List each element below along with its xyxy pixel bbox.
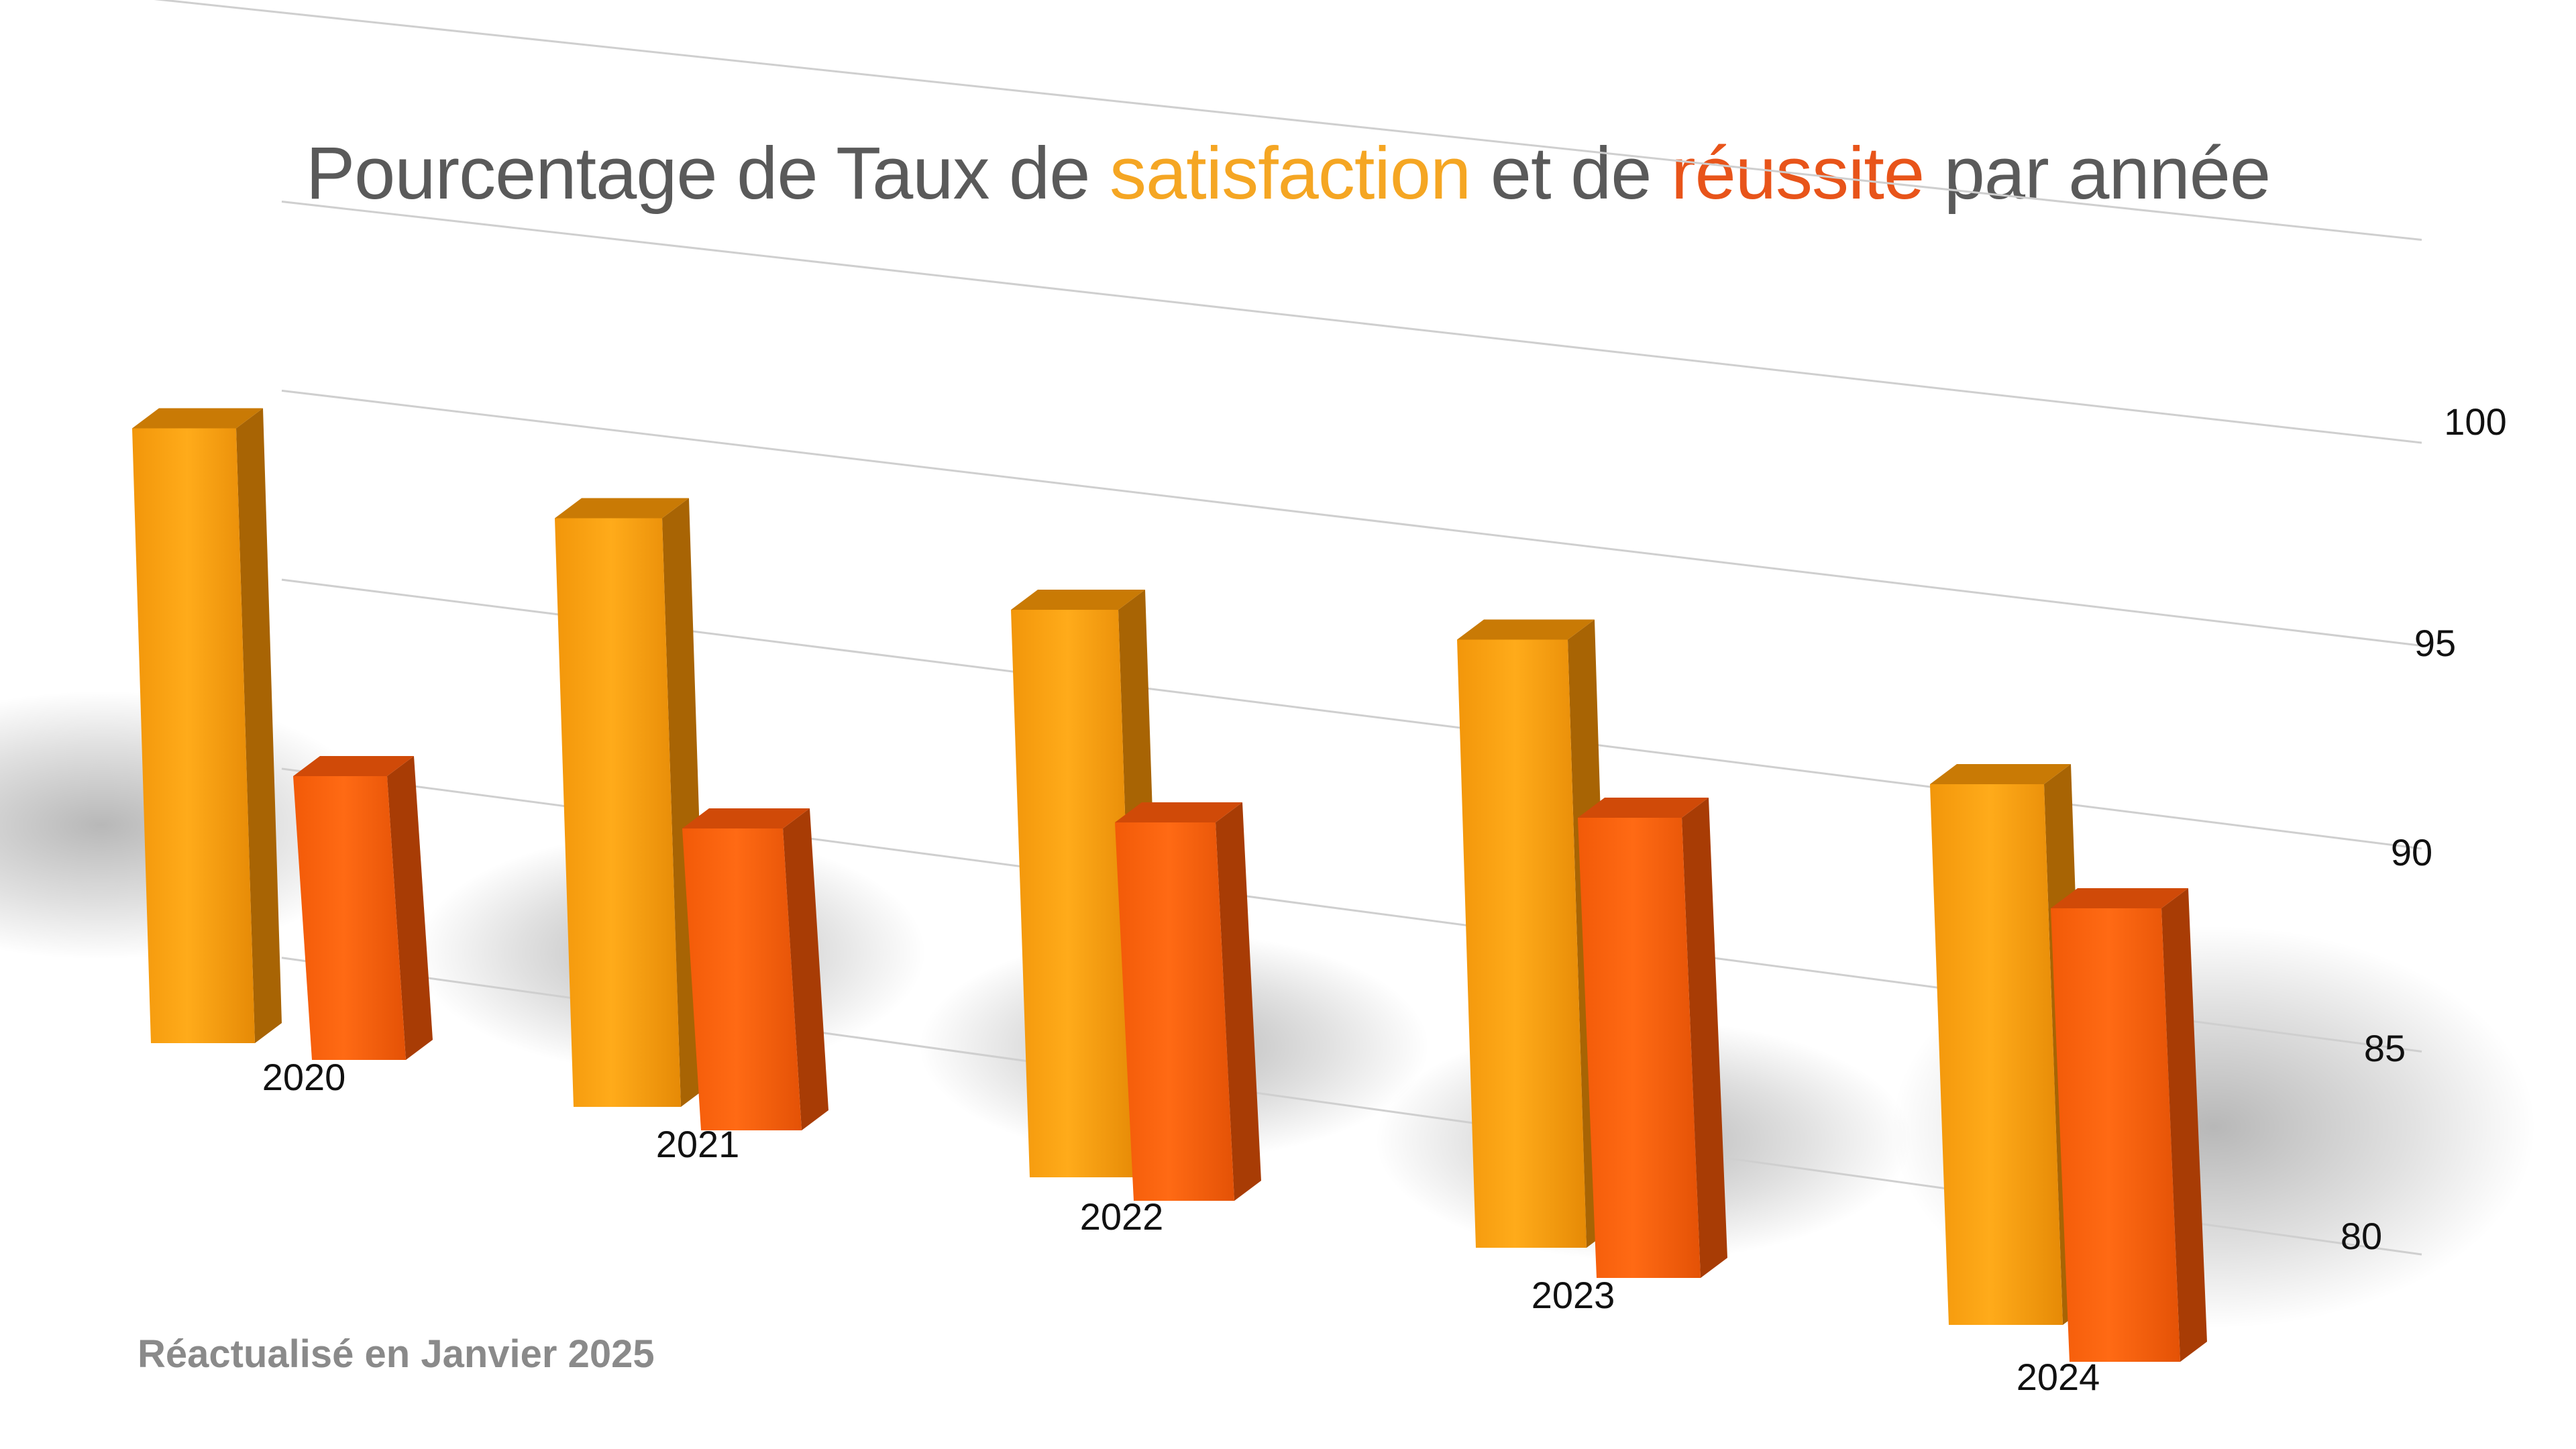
footnote: Réactualisé en Janvier 2025 [138, 1332, 655, 1376]
bar-reussite-top [2051, 888, 2188, 908]
y-tick-label: 85 [2364, 1027, 2406, 1069]
bar-reussite-side [1216, 802, 1261, 1201]
title-satisfaction: satisfaction [1109, 132, 1471, 215]
bar-satisfaction-top [1457, 619, 1595, 640]
gridline [154, 0, 2422, 241]
bar-reussite-top [293, 756, 414, 776]
bar-reussite-top [1578, 798, 1709, 818]
bar-satisfaction-side [236, 408, 282, 1043]
bar-satisfaction [132, 408, 282, 1043]
y-tick-label: 80 [2341, 1215, 2382, 1257]
x-category-label: 2021 [656, 1123, 740, 1165]
bar-satisfaction [555, 498, 708, 1107]
bar-reussite-side [1682, 798, 1727, 1278]
gridline [281, 201, 2422, 444]
y-axis-ticks: 80 85 90 95 100 [2341, 400, 2507, 1257]
bars [132, 408, 2207, 1362]
x-category-label: 2022 [1080, 1195, 1164, 1238]
bar-satisfaction-top [1011, 590, 1145, 610]
bar-satisfaction-top [1930, 764, 2071, 784]
bar-reussite-top [1115, 802, 1242, 822]
bar-reussite-front [1115, 822, 1234, 1201]
bar-reussite-front [1578, 818, 1701, 1278]
bar-reussite [682, 808, 828, 1130]
bar-satisfaction-front [555, 518, 681, 1107]
bar-reussite [2051, 888, 2207, 1362]
bar-reussite-front [2051, 908, 2180, 1362]
y-tick-label: 90 [2391, 831, 2432, 873]
bar-reussite-side [2161, 888, 2207, 1362]
bar-satisfaction-front [1457, 639, 1587, 1248]
title-part-3: et de [1470, 132, 1671, 215]
bar-reussite-front [682, 828, 802, 1130]
bar-reussite-side [783, 808, 828, 1130]
y-tick-label: 95 [2414, 622, 2456, 664]
bar-satisfaction-front [1011, 610, 1137, 1177]
bar-satisfaction-front [1930, 784, 2063, 1325]
bar-reussite-top [682, 808, 810, 828]
title-part-1: Pourcentage de Taux de [305, 132, 1110, 215]
gridline [281, 389, 2422, 647]
x-category-label: 2024 [2017, 1356, 2100, 1398]
title-part-5: par année [1924, 132, 2271, 215]
bar-satisfaction-front [132, 428, 255, 1043]
chart-title: Pourcentage de Taux de satisfaction et d… [0, 131, 2576, 216]
x-category-label: 2023 [1532, 1274, 1615, 1316]
bar-reussite-side [387, 756, 433, 1060]
bar-satisfaction-top [555, 498, 689, 519]
bar-reussite [1115, 802, 1261, 1201]
bar-reussite-front [293, 776, 406, 1060]
x-category-label: 2020 [262, 1056, 346, 1098]
bar-satisfaction-top [132, 408, 263, 429]
x-axis-categories: 2020 2021 2022 2023 2024 [262, 1056, 2100, 1398]
bar-reussite [1578, 798, 1727, 1278]
bar-reussite [293, 756, 433, 1060]
y-tick-label: 100 [2444, 400, 2506, 443]
